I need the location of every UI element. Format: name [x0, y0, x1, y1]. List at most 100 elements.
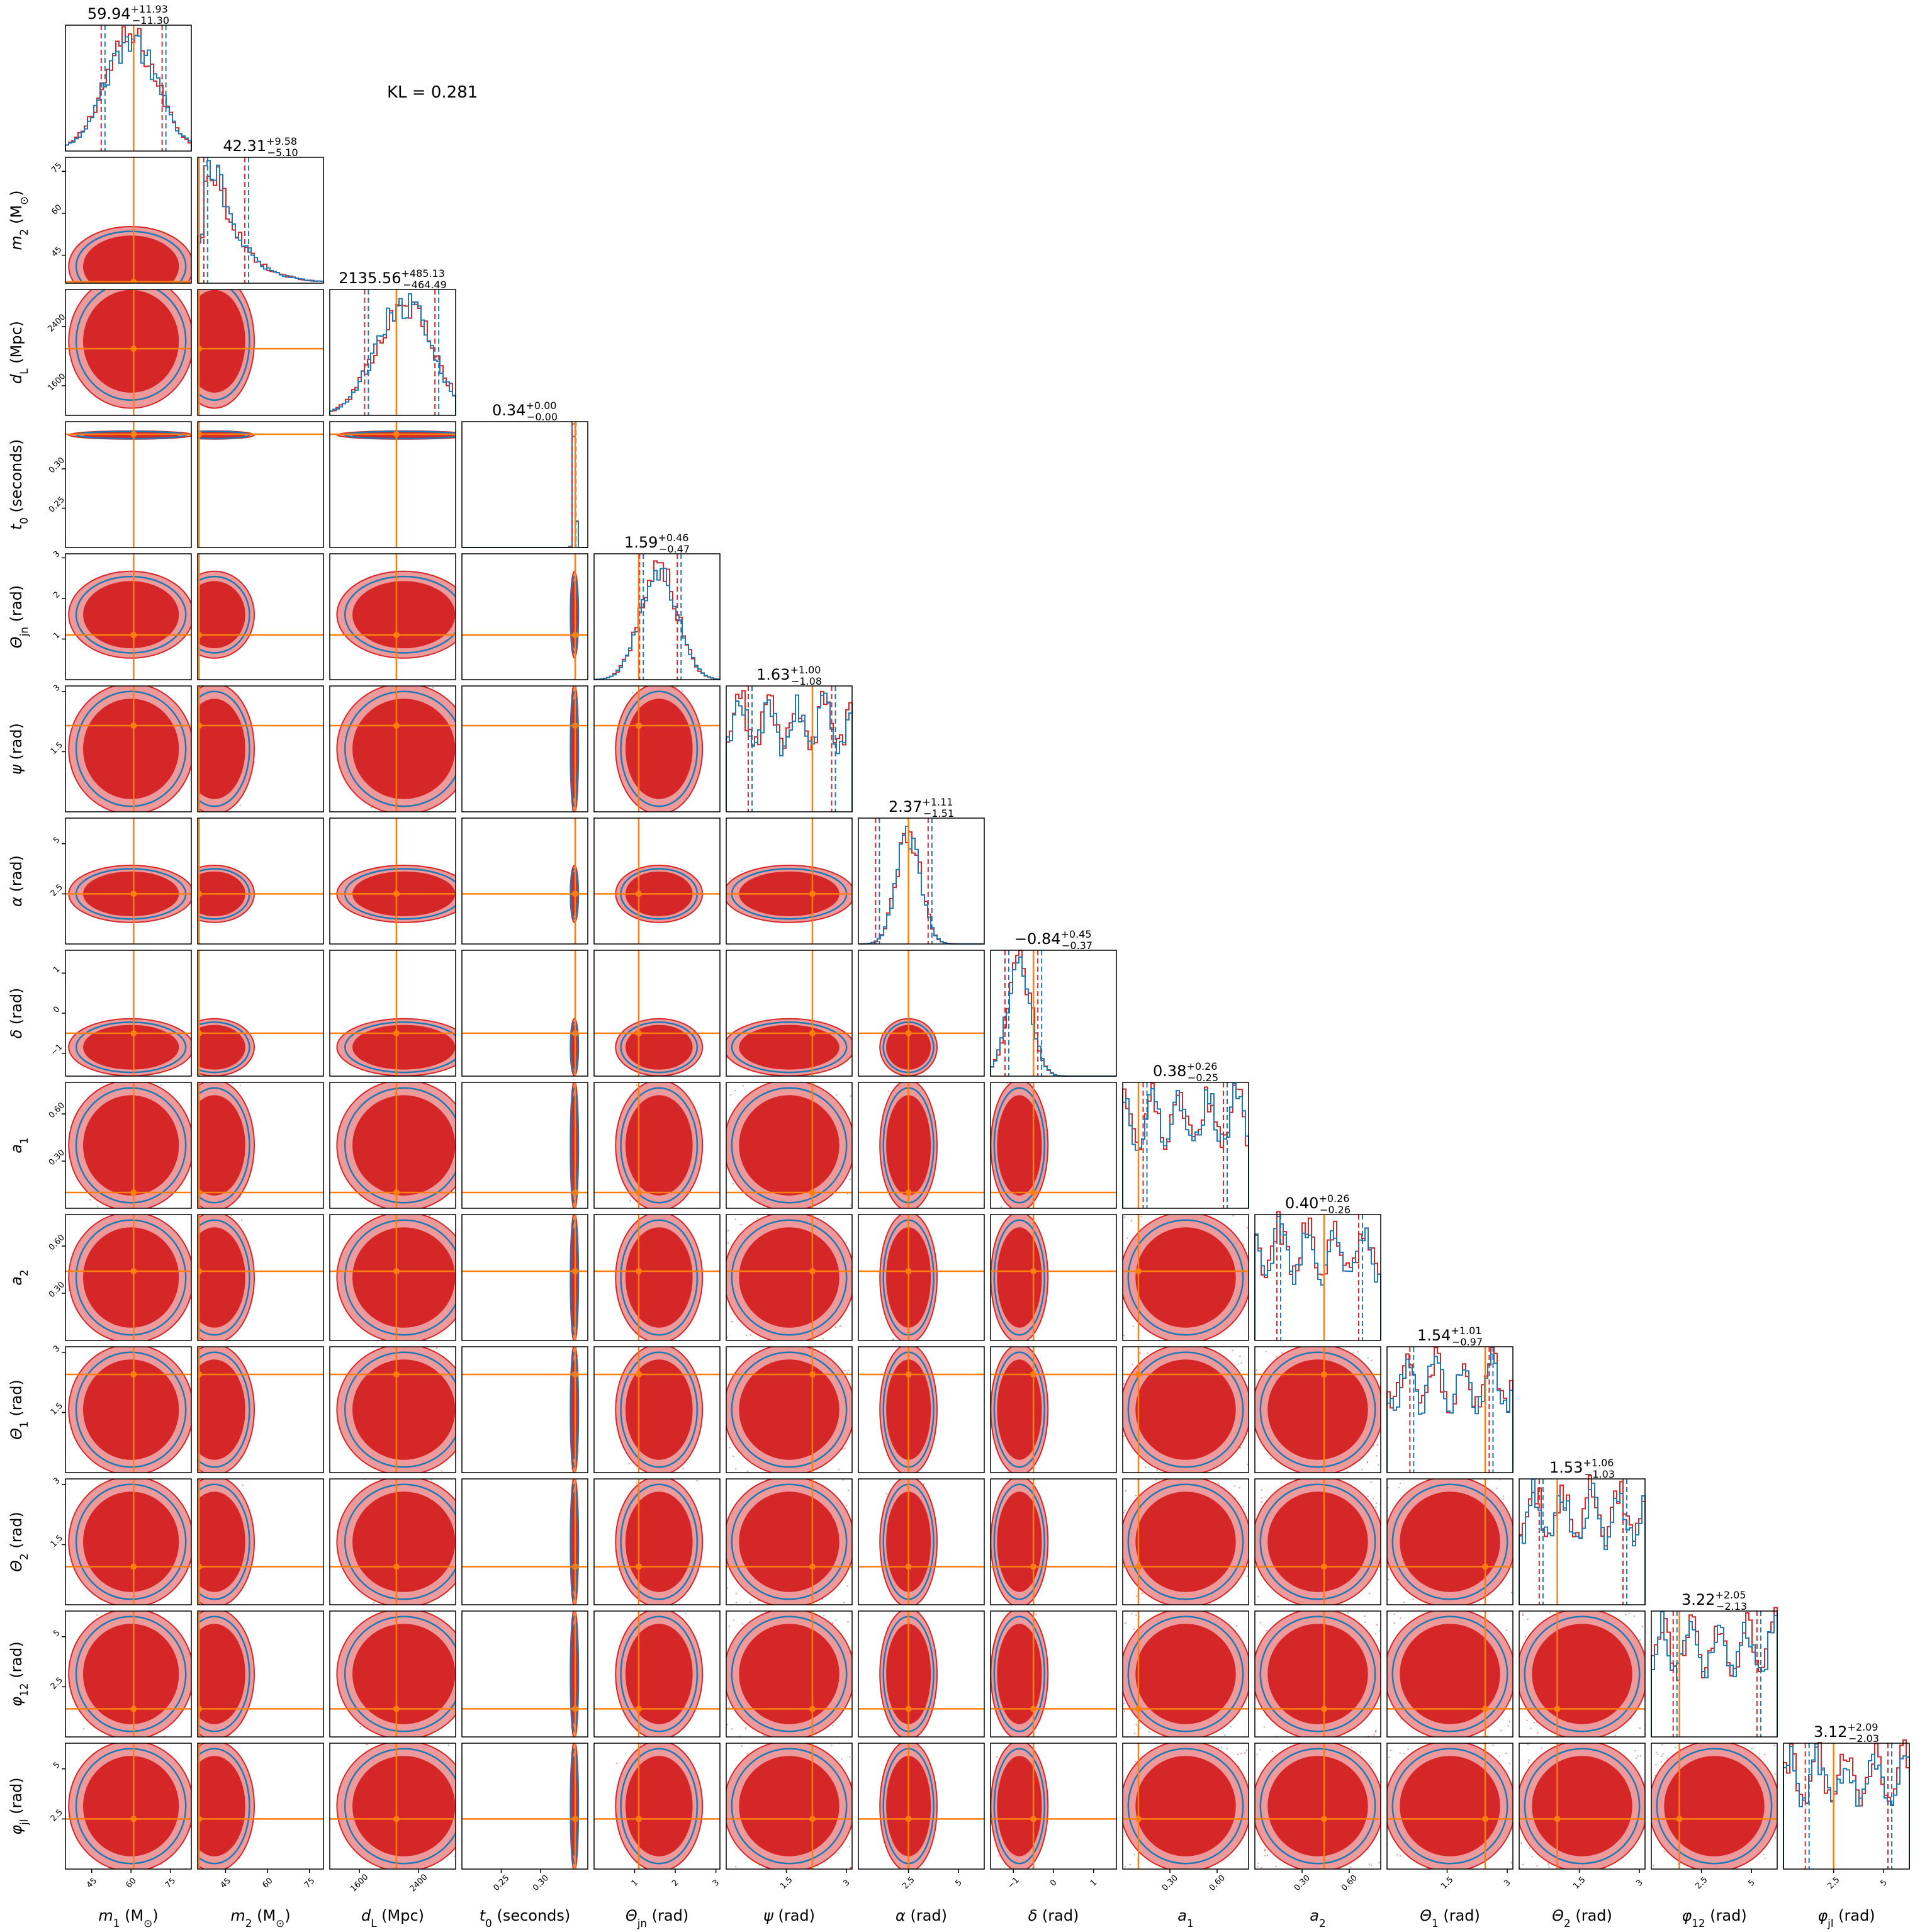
histogram-title: 0.38+0.26 −0.25 — [1153, 1060, 1218, 1084]
panel-frame — [593, 1214, 721, 1341]
density-region — [462, 686, 588, 812]
sample-point — [845, 1242, 847, 1244]
panel-frame — [593, 685, 721, 812]
contour-panel — [197, 817, 324, 945]
panel-frame — [461, 817, 588, 945]
contour-inner — [83, 1025, 179, 1070]
histogram-title: 59.94+11.93 −11.30 — [87, 3, 169, 26]
panel-frame — [65, 553, 192, 680]
sample-point — [745, 1334, 748, 1337]
panel-frame — [461, 1082, 588, 1209]
contour-inner — [739, 1227, 840, 1328]
panel-frame — [990, 1214, 1117, 1341]
sample-point — [750, 1334, 751, 1336]
contour-panel — [726, 1082, 853, 1209]
truth-marker — [1135, 1268, 1142, 1274]
contour-inner — [83, 581, 179, 649]
density-region — [594, 686, 720, 812]
sample-point — [1030, 1083, 1032, 1085]
blue-histogram — [1122, 1082, 1249, 1208]
sample-point — [629, 1199, 631, 1202]
density-region — [198, 1082, 323, 1208]
panel-frame — [65, 1082, 192, 1209]
truth-marker — [198, 722, 203, 729]
contour-blue — [620, 1219, 699, 1336]
contour-panel — [197, 289, 324, 416]
contour-blue — [731, 1087, 848, 1204]
contour-panel: 2.55α (rad) — [8, 817, 192, 945]
contour-inner — [83, 235, 179, 283]
panel-frame — [1254, 1214, 1381, 1341]
y-tick-label: 0.30 — [47, 456, 67, 475]
contour-panel — [1122, 1214, 1249, 1341]
truth-marker — [393, 1030, 400, 1036]
density-region — [65, 1082, 191, 1208]
sample-point — [734, 1218, 736, 1220]
sample-point — [1132, 1325, 1134, 1327]
panel-frame — [65, 1214, 192, 1341]
sample-point — [675, 686, 677, 688]
contour-panel — [858, 1214, 985, 1341]
density-region — [462, 1082, 588, 1208]
contour-inner — [198, 1227, 245, 1328]
panel-frame — [65, 157, 192, 284]
histogram-title: 2.37+1.11 −1.51 — [889, 796, 954, 819]
y-tick-label: 60 — [50, 203, 64, 216]
histogram-title: 0.34+0.00 −0.00 — [492, 400, 558, 423]
contour-panel — [461, 1346, 588, 1473]
contour-inner — [198, 1095, 245, 1196]
sample-point — [239, 804, 241, 807]
contour-inner — [352, 581, 456, 649]
sample-point — [732, 1182, 734, 1185]
contour-blue — [344, 1351, 456, 1468]
contour-panel — [593, 817, 721, 945]
contour-inner — [352, 699, 456, 799]
histogram-panel: 2.37+1.11 −1.51 — [858, 796, 985, 945]
contour-panel — [726, 817, 853, 945]
panel-frame — [990, 950, 1117, 1077]
truth-marker — [635, 722, 642, 729]
contour-blue — [198, 690, 250, 807]
contour-blue — [75, 230, 187, 283]
density-region — [330, 950, 456, 1076]
contour-blue — [731, 1021, 848, 1074]
truth-marker — [198, 1030, 203, 1036]
sample-point — [742, 1085, 744, 1087]
density-region — [594, 818, 720, 944]
density-region — [462, 554, 588, 680]
sample-point — [1123, 1334, 1125, 1337]
panel-frame — [726, 1082, 853, 1209]
panel-frame — [65, 25, 192, 152]
contour-inner — [625, 699, 693, 799]
y-axis-label: ψ (rad) — [8, 723, 25, 775]
truth-marker — [198, 890, 203, 897]
density-region — [330, 422, 456, 548]
histogram-title: −0.84+0.45 −0.37 — [1014, 928, 1092, 952]
contour-inner — [83, 1359, 179, 1460]
sample-point — [432, 687, 434, 689]
contour-blue — [75, 1087, 187, 1204]
contour-panel — [990, 1082, 1117, 1209]
truth-marker — [393, 1189, 400, 1196]
contour-inner — [352, 1227, 456, 1328]
contour-blue — [344, 575, 456, 654]
truth-marker — [130, 431, 137, 437]
density-region — [726, 1215, 852, 1340]
truth-marker — [393, 431, 400, 437]
sample-point — [1246, 1227, 1249, 1229]
truth-marker — [198, 1371, 203, 1378]
y-axis-label: Θjn (rad) — [8, 585, 30, 648]
contour-panel — [197, 950, 324, 1077]
blue-histogram — [593, 568, 721, 680]
panel-frame — [726, 685, 853, 812]
contour-blue — [198, 1351, 250, 1468]
truth-marker — [393, 1268, 400, 1274]
truth-marker — [130, 278, 137, 283]
panel-frame — [329, 1214, 456, 1341]
panel-frame — [461, 950, 588, 1077]
contour-blue — [75, 1351, 187, 1468]
panel-frame — [197, 685, 324, 812]
sample-point — [727, 1242, 729, 1244]
contour-blue — [198, 1087, 250, 1204]
contour-panel — [726, 1214, 853, 1341]
